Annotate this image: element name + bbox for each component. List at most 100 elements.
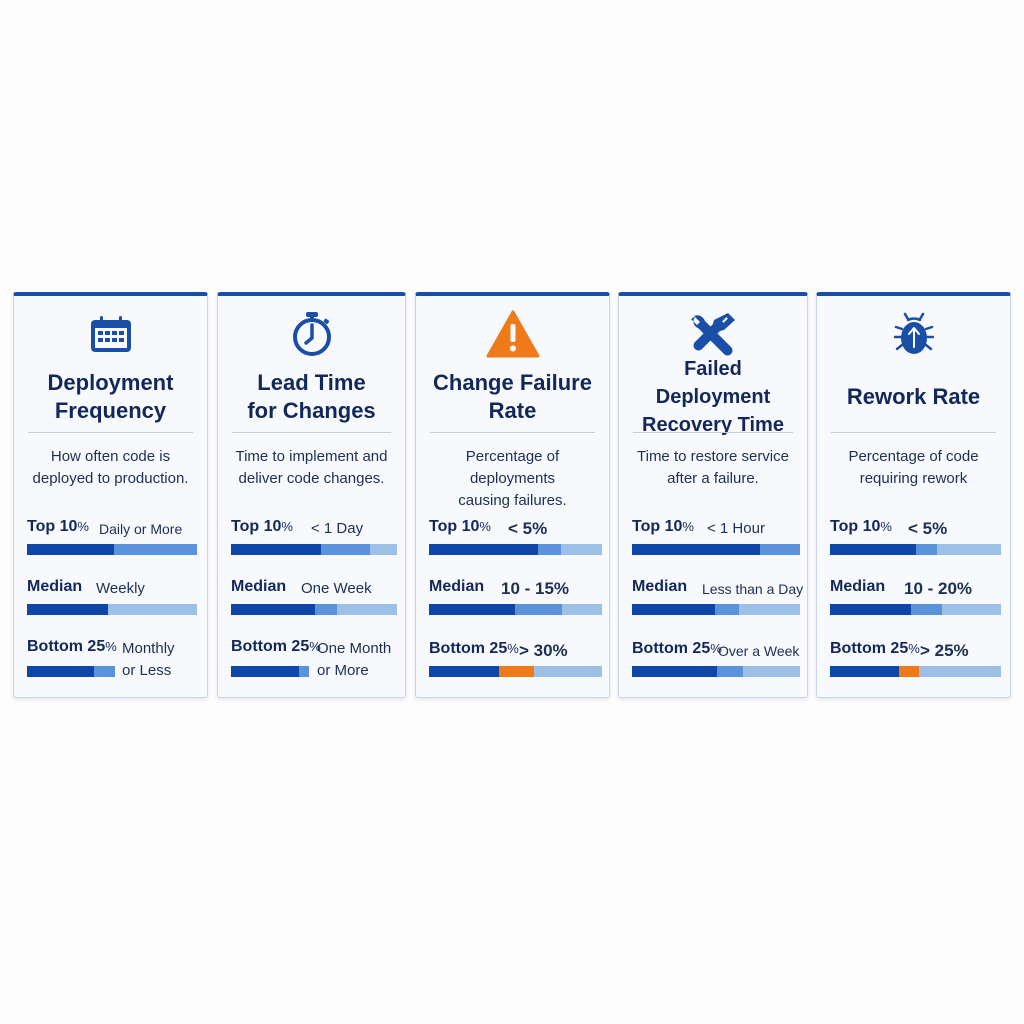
card-description: How often code is deployed to production… [20, 446, 201, 490]
description-line: deployed to production. [32, 470, 189, 487]
metric-label: Top 10% [429, 518, 491, 535]
title-line: Recovery Time [642, 414, 784, 436]
metric-value: < 1 Hour [707, 520, 765, 537]
metric-label: Top 10% [231, 518, 293, 535]
metric-value: Over a Week [718, 643, 800, 659]
metric-value: Monthly or Less [122, 640, 175, 679]
divider [430, 432, 595, 433]
metric-label: Median [231, 578, 287, 595]
metric-bar [830, 604, 1001, 615]
metric-bar [429, 666, 602, 677]
metric-top10: Top 10% < 1 Hour [632, 518, 800, 558]
card-title: Rework Rate [823, 366, 1004, 428]
metric-bar [231, 544, 397, 555]
card-rework-rate: Rework Rate Percentage of code requiring… [816, 292, 1011, 698]
card-title: Lead Time for Changes [224, 366, 399, 428]
metric-label: Top 10% [632, 518, 694, 535]
metric-median: Median Weekly [27, 578, 197, 618]
card-change-failure-rate: Change Failure Rate Percentage of deploy… [415, 292, 610, 698]
metric-bar [632, 604, 800, 615]
description-line: Time to restore service [637, 448, 789, 465]
title-line: Rate [488, 398, 537, 423]
metric-bar [27, 544, 197, 555]
metric-label: Bottom 25% [27, 638, 117, 655]
metric-bar [27, 666, 115, 677]
metric-top10: Top 10% < 5% [429, 518, 602, 558]
title-line: Frequency [54, 398, 167, 423]
metric-value: Less than a Day [702, 581, 804, 597]
description-line: Percentage of code [848, 448, 979, 465]
metric-label: Median [429, 578, 485, 595]
card-description: Percentage of deployments causing failur… [422, 446, 603, 512]
metric-label: Bottom 25% [231, 638, 321, 655]
description-line: deliver code changes. [238, 470, 385, 487]
metric-label: Bottom 25% [429, 640, 519, 657]
metric-value: > 25% [920, 641, 969, 660]
card-failed-deployment-recovery-time: Failed Deployment Recovery Time Time to … [618, 292, 808, 698]
metric-top10: Top 10% < 1 Day [231, 518, 397, 558]
metric-value: Weekly [96, 580, 145, 597]
metric-bottom25: Bottom 25% > 25% [830, 640, 1001, 680]
description-line: after a failure. [667, 470, 759, 487]
tools-icon [619, 310, 807, 358]
metric-label: Bottom 25% [632, 640, 722, 657]
metric-label: Median [27, 578, 83, 595]
card-title: Failed Deployment Recovery Time [625, 358, 801, 436]
title-line: Rework Rate [846, 384, 981, 409]
description-line: causing failures. [458, 492, 567, 509]
metric-label: Median [830, 578, 886, 595]
card-lead-time-for-changes: Lead Time for Changes Time to implement … [217, 292, 406, 698]
description-line: Time to implement and [235, 448, 388, 465]
description-line: How often code is [50, 448, 171, 465]
metric-median: Median 10 - 20% [830, 578, 1001, 618]
metric-value: < 5% [908, 519, 948, 538]
metric-value: Daily or More [99, 521, 183, 537]
metric-value: < 5% [508, 519, 548, 538]
title-line: Failed Deployment [655, 358, 771, 408]
description-line: Percentage of deployments [465, 448, 560, 487]
divider [28, 432, 193, 433]
metric-value: One Week [301, 580, 372, 597]
dora-metrics-cards: Deployment Frequency How often code is d… [13, 292, 1011, 698]
metric-value: 10 - 20% [904, 579, 973, 598]
metric-label: Top 10% [27, 518, 89, 535]
metric-value: One Month or More [317, 640, 392, 679]
metric-bottom25: Bottom 25% Monthly or Less [27, 638, 197, 688]
metric-bar [231, 666, 309, 677]
stopwatch-icon [218, 310, 405, 358]
title-line: Change Failure [433, 370, 592, 395]
metric-bar [429, 604, 602, 615]
metric-median: Median 10 - 15% [429, 578, 602, 618]
metric-label: Bottom 25% [830, 640, 920, 657]
metric-bar [27, 604, 197, 615]
title-line: Deployment [47, 370, 174, 395]
metric-value: > 30% [519, 641, 568, 660]
metric-bottom25: Bottom 25% One Month or More [231, 638, 395, 688]
title-line: for Changes [247, 398, 376, 423]
metric-bottom25: Bottom 25% > 30% [429, 640, 602, 680]
metric-top10: Top 10% < 5% [830, 518, 1001, 558]
metric-median: Median One Week [231, 578, 397, 618]
divider [831, 432, 996, 433]
card-title: Change Failure Rate [422, 366, 603, 428]
calendar-icon [14, 310, 207, 358]
metric-label: Median [632, 578, 688, 595]
divider [232, 432, 391, 433]
metric-bar [632, 544, 800, 555]
card-deployment-frequency: Deployment Frequency How often code is d… [13, 292, 208, 698]
metric-bar [231, 604, 397, 615]
bug-icon [817, 310, 1010, 358]
metric-bar [429, 544, 602, 555]
divider [633, 432, 793, 433]
metric-top10: Top 10% Daily or More [27, 518, 197, 558]
metric-bottom25: Bottom 25% Over a Week [632, 640, 800, 680]
metric-bar [830, 544, 1001, 555]
warning-icon [416, 310, 609, 358]
card-title: Deployment Frequency [20, 366, 201, 428]
metric-value: < 1 Day [311, 520, 364, 537]
card-description: Percentage of code requiring rework [823, 446, 1004, 490]
metric-value: 10 - 15% [501, 579, 570, 598]
card-description: Time to implement and deliver code chang… [224, 446, 399, 490]
metric-bar [632, 666, 800, 677]
title-line: Lead Time [257, 370, 366, 395]
